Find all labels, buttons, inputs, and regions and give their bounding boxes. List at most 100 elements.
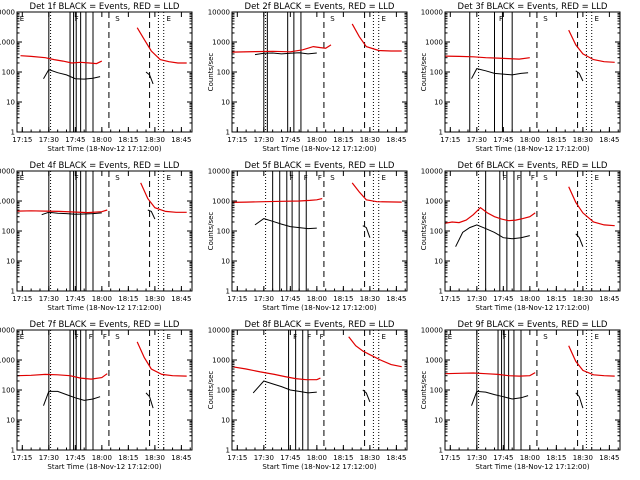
plot-frame: [231, 170, 408, 292]
lld-series-line: [351, 182, 402, 203]
marker-label: E: [381, 333, 385, 341]
plot-frame: [444, 11, 621, 133]
x-tick-label: 17:30: [467, 136, 487, 144]
x-tick-label: 18:30: [360, 136, 380, 144]
marker-label: S: [543, 333, 548, 341]
events-series-line: [43, 68, 101, 80]
plot-frame: [444, 170, 621, 292]
y-tick-label: 100: [430, 69, 443, 77]
y-tick-label: 10: [221, 258, 230, 266]
x-tick-label: 18:45: [599, 454, 619, 462]
y-tick-label: 10: [6, 258, 15, 266]
y-tick-label: 1: [226, 447, 230, 455]
x-tick-label: 17:15: [12, 295, 32, 303]
y-tick-label: 10: [434, 258, 443, 266]
y-tick-label: 10: [6, 99, 15, 107]
x-tick-label: 18:00: [92, 454, 112, 462]
y-tick-label: 1000: [212, 357, 230, 365]
y-tick-label: 10000: [421, 9, 443, 17]
plot-frame: [16, 170, 193, 292]
x-tick-label: 18:15: [546, 295, 566, 303]
lld-series-line: [231, 198, 323, 203]
x-tick-label: 18:30: [573, 454, 593, 462]
marker-label: S: [115, 333, 120, 341]
y-tick-label: 1000: [425, 198, 443, 206]
lld-series-line: [351, 23, 402, 52]
x-tick-label: 17:45: [493, 454, 513, 462]
marker-label: F: [103, 333, 107, 341]
events-series-line: [252, 380, 317, 394]
x-tick-label: 17:30: [467, 454, 487, 462]
marker-label: S: [330, 15, 335, 23]
marker-label: F: [320, 333, 324, 341]
marker-label: F: [531, 174, 535, 182]
panel-title: Det 3f BLACK = Events, RED = LLD: [458, 2, 608, 12]
marker-label: F: [307, 333, 311, 341]
marker-label: F: [318, 174, 322, 182]
marker-label: S: [330, 174, 335, 182]
y-tick-label: 1000: [212, 39, 230, 47]
marker-label: F: [75, 15, 79, 23]
lld-series-line: [136, 341, 187, 377]
marker-label: E: [20, 333, 24, 341]
events-series-line: [41, 211, 102, 216]
y-tick-label: 10000: [208, 9, 230, 17]
y-tick-label: 10: [221, 99, 230, 107]
y-tick-label: 1: [226, 288, 230, 296]
x-tick-label: 18:30: [573, 136, 593, 144]
y-axis-label: Counts/sec: [207, 53, 215, 92]
x-axis-label: Start Time (18-Nov-12 17:12:00): [262, 145, 376, 153]
y-tick-label: 10000: [0, 168, 15, 176]
lld-series-line: [444, 206, 536, 224]
events-series-line: [471, 390, 529, 406]
x-tick-label: 18:15: [118, 136, 138, 144]
events-series-line: [362, 389, 371, 403]
panel-title: Det 5f BLACK = Events, RED = LLD: [245, 161, 395, 171]
events-series-line: [575, 392, 584, 409]
y-tick-label: 10000: [0, 327, 15, 335]
lld-series-line: [16, 373, 108, 380]
x-axis-label: Start Time (18-Nov-12 17:12:00): [47, 304, 161, 312]
x-tick-label: 17:15: [440, 295, 460, 303]
panel-det-1: E F S E 1 10 100 1000 10000 17:15 17:30 17:45 18:00 1…: [0, 2, 193, 153]
x-tick-label: 18:45: [171, 295, 191, 303]
x-axis-label: Start Time (18-Nov-12 17:12:00): [47, 145, 161, 153]
marker-label: E: [381, 174, 385, 182]
marker-label: F: [517, 174, 521, 182]
x-tick-label: 18:30: [145, 295, 165, 303]
y-tick-label: 1: [439, 288, 443, 296]
y-axis-label: Counts/sec: [207, 212, 215, 251]
marker-label: S: [543, 174, 548, 182]
x-axis-label: Start Time (18-Nov-12 17:12:00): [475, 304, 589, 312]
panel-title: Det 1f BLACK = Events, RED = LLD: [30, 2, 180, 12]
x-tick-label: 18:30: [145, 136, 165, 144]
marker-label: F: [89, 333, 93, 341]
y-axis-label: Counts/sec: [420, 53, 428, 92]
y-tick-label: 10000: [208, 168, 230, 176]
marker-label: E: [166, 333, 170, 341]
lld-series-line: [136, 27, 187, 64]
y-tick-label: 1000: [0, 39, 15, 47]
y-tick-label: 1: [11, 447, 15, 455]
lld-series-line: [231, 366, 321, 381]
marker-label: S: [543, 15, 548, 23]
x-tick-label: 18:30: [145, 454, 165, 462]
marker-label: F: [503, 333, 507, 341]
lld-series-line: [20, 55, 103, 65]
x-tick-label: 17:30: [254, 454, 274, 462]
y-tick-label: 10000: [421, 168, 443, 176]
x-tick-label: 18:15: [118, 454, 138, 462]
y-tick-label: 10000: [0, 9, 15, 17]
marker-label: F: [75, 333, 79, 341]
x-tick-label: 18:15: [333, 454, 353, 462]
x-tick-label: 17:15: [227, 454, 247, 462]
panel-det-3: F S E 1 10 100 1000 10000 17:15 17:30 17:45 18:00 18…: [420, 2, 621, 153]
y-tick-label: 1: [11, 288, 15, 296]
panel-det-8: F F F E 1 10 100 1000 10000 17:15 17:30 17:45 18:00 1…: [207, 320, 408, 471]
marker-label: E: [594, 15, 598, 23]
x-tick-label: 17:30: [254, 295, 274, 303]
y-tick-label: 100: [217, 69, 230, 77]
